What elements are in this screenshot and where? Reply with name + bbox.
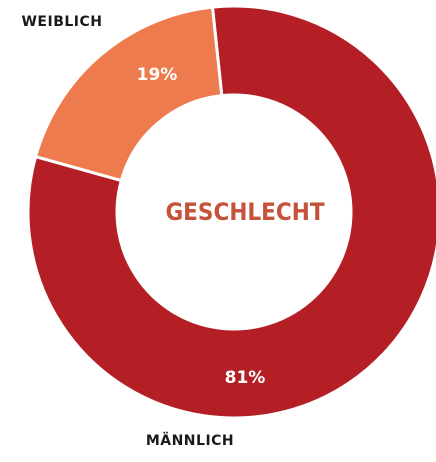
value-label: 19%	[137, 65, 178, 85]
donut	[26, 4, 436, 420]
value-label: 81%	[225, 368, 266, 388]
slice	[33, 5, 224, 183]
category-label: WEIBLICH	[21, 14, 102, 30]
chart-title: GESCHLECHT	[165, 198, 324, 226]
category-label: MÄNNLICH	[146, 432, 234, 449]
slice	[26, 4, 436, 420]
